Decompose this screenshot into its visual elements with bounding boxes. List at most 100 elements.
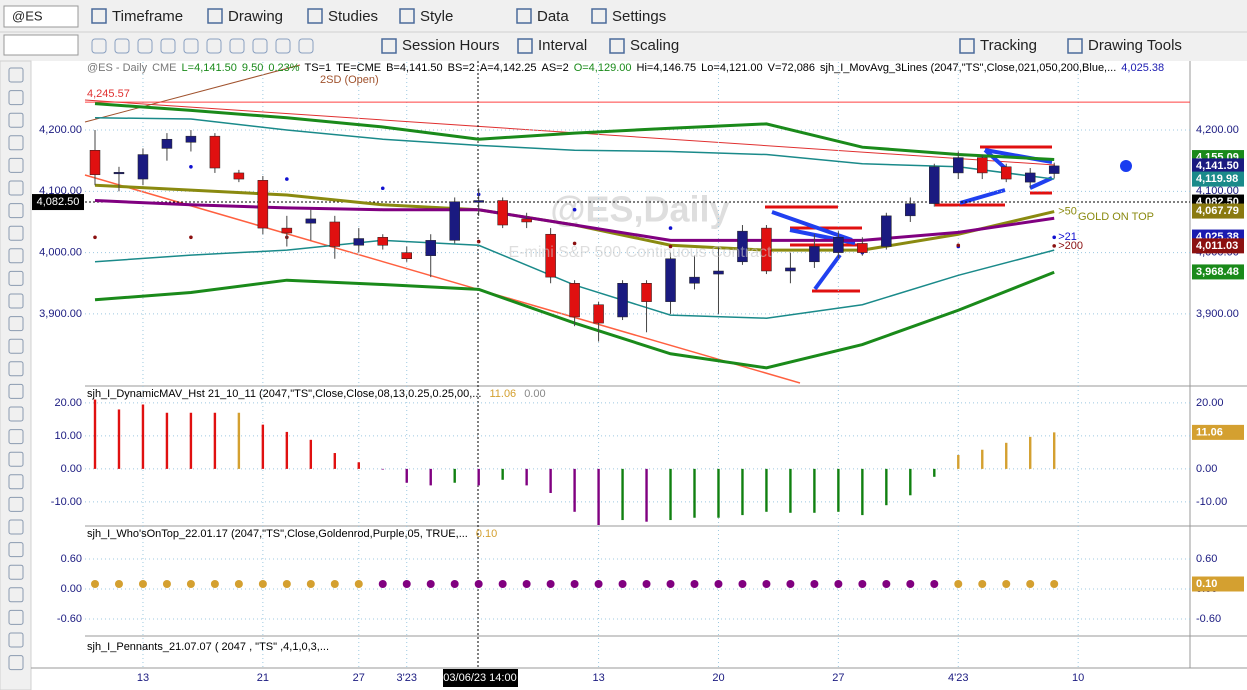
ma-dot: [1052, 244, 1056, 248]
sidebar-icon[interactable]: [8, 90, 24, 106]
sidebar-icon[interactable]: [8, 338, 24, 354]
sidebar-icon[interactable]: [8, 316, 24, 332]
date-label: 13: [137, 672, 149, 684]
tool-icon[interactable]: [160, 38, 176, 54]
toolbar-icon[interactable]: [91, 8, 107, 24]
sidebar-icon[interactable]: [8, 383, 24, 399]
tool-icon[interactable]: [91, 38, 107, 54]
sidebar-icon[interactable]: [8, 67, 24, 83]
ma-dot: [380, 186, 385, 191]
sidebar-icon[interactable]: [8, 451, 24, 467]
toolbar-button[interactable]: Style: [420, 8, 453, 25]
header-field: L=4,141.50: [182, 62, 237, 74]
candle-body: [401, 252, 412, 259]
header-field: AS=2: [541, 62, 568, 74]
toolbar-button[interactable]: Tracking: [980, 37, 1037, 54]
chart-layer: Timeframe Drawing Studies Style Data Settings…: [8, 8, 1244, 684]
hist-bar: [909, 468, 912, 496]
hist-bar: [693, 468, 696, 518]
empty-dropdown[interactable]: [3, 34, 79, 56]
toolbar-icon[interactable]: [1067, 38, 1083, 54]
header-field: sjh_I_MovAvg_3Lines (2047,"TS",Close,021…: [820, 62, 1116, 74]
sidebar-icon[interactable]: [8, 293, 24, 309]
toolbar-button[interactable]: Studies: [328, 8, 378, 25]
sidebar-icon[interactable]: [8, 564, 24, 580]
price-tag-label: 4,141.50: [1196, 160, 1239, 172]
toolbar-icon[interactable]: [609, 38, 625, 54]
symbol[interactable]: @ES: [12, 8, 43, 23]
who-dot: [810, 580, 819, 588]
sidebar-icon[interactable]: [8, 157, 24, 173]
price-tag-label: 4,119.98: [1196, 173, 1238, 185]
toolbar-icon[interactable]: [307, 8, 323, 24]
toolbar-button[interactable]: Timeframe: [112, 8, 183, 25]
sidebar-icon[interactable]: [8, 429, 24, 445]
sidebar-icon[interactable]: [8, 248, 24, 264]
candle-body: [785, 267, 796, 272]
ma-dot: [476, 239, 481, 244]
cursor-date-box: [443, 669, 518, 687]
sidebar-icon[interactable]: [8, 270, 24, 286]
toolbar-button[interactable]: Interval: [538, 37, 587, 54]
toolbar-button[interactable]: Data: [537, 8, 569, 25]
sidebar-icon[interactable]: [8, 135, 24, 151]
sidebar-icon[interactable]: [8, 225, 24, 241]
panel-title-part: 0.10: [476, 528, 497, 540]
date-label: 27: [832, 672, 844, 684]
ma-dot: [668, 226, 673, 230]
toolbar-icon[interactable]: [959, 38, 975, 54]
price-tag: [1192, 171, 1244, 187]
sidebar-icon[interactable]: [8, 519, 24, 535]
candle-body: [953, 157, 964, 174]
sidebar-icon[interactable]: [8, 496, 24, 512]
tool-icon[interactable]: [298, 38, 314, 54]
toolbar-icon[interactable]: [516, 8, 532, 24]
toolbar-icon[interactable]: [591, 8, 607, 24]
symbol-box[interactable]: [3, 5, 79, 28]
series-label: >50: [1058, 205, 1077, 217]
tool-icon[interactable]: [183, 38, 199, 54]
candle-body: [665, 258, 676, 302]
ma-dot: [189, 165, 193, 169]
tool-icon[interactable]: [114, 38, 130, 54]
toolbar-button[interactable]: Scaling: [630, 37, 679, 54]
toolbar-button[interactable]: Settings: [612, 8, 666, 25]
toolbar-icon[interactable]: [207, 8, 223, 24]
sidebar-icon[interactable]: [8, 112, 24, 128]
sidebar-icon[interactable]: [8, 474, 24, 490]
sidebar-icon[interactable]: [8, 203, 24, 219]
toolbar-button[interactable]: Drawing: [228, 8, 283, 25]
tool-icon[interactable]: [206, 38, 222, 54]
toolbar-button[interactable]: Drawing Tools: [1088, 37, 1182, 54]
sidebar-icon[interactable]: [8, 609, 24, 625]
sidebar-icon[interactable]: [8, 361, 24, 377]
toolbar-icon[interactable]: [517, 38, 533, 54]
sidebar-icon[interactable]: [8, 632, 24, 648]
toolbar-icon[interactable]: [399, 8, 415, 24]
header-field: BS=2: [448, 62, 475, 74]
tool-icon[interactable]: [137, 38, 153, 54]
ma-dot: [572, 207, 577, 212]
who-dot: [546, 580, 555, 588]
hist-bar: [981, 449, 984, 469]
hist-bar: [453, 468, 456, 483]
toolbar-icon[interactable]: [381, 38, 397, 54]
tool-icon[interactable]: [252, 38, 268, 54]
candle-body: [1000, 166, 1012, 180]
candle-body: [377, 237, 389, 246]
sidebar-icon[interactable]: [8, 180, 24, 196]
sidebar-icon[interactable]: [8, 406, 24, 422]
date-label: 21: [257, 672, 269, 684]
toolbar-button[interactable]: Session Hours: [402, 37, 500, 54]
candle-body: [137, 154, 149, 180]
sidebar-icon[interactable]: [8, 655, 24, 671]
y-tick-label: -10.00: [51, 496, 82, 508]
sidebar-icon[interactable]: [8, 587, 24, 603]
sidebar-icon[interactable]: [8, 542, 24, 558]
price-tag: [1192, 158, 1244, 174]
who-dot: [114, 580, 123, 588]
tool-icon[interactable]: [229, 38, 245, 54]
header-field: 4,025.38: [1121, 62, 1164, 74]
tool-icon[interactable]: [275, 38, 291, 54]
hist-bar: [477, 468, 480, 486]
